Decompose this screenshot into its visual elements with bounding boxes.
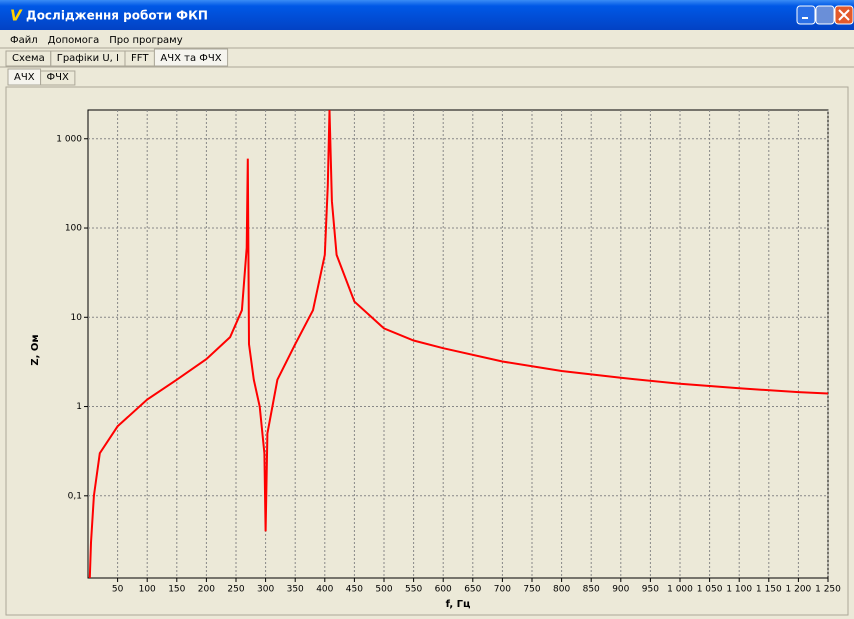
x-tick-label: 450 (346, 585, 363, 595)
maximize-button[interactable] (815, 5, 835, 25)
x-tick-label: 400 (316, 585, 333, 595)
y-tick-label: 10 (71, 313, 83, 323)
subtab-label[interactable]: ФЧХ (47, 72, 69, 83)
app-icon: V (10, 7, 23, 25)
tab-label[interactable]: FFT (131, 53, 149, 64)
menu-item[interactable]: Про програму (109, 35, 182, 46)
x-tick-label: 100 (139, 585, 156, 595)
minimize-icon (802, 17, 808, 19)
x-tick-label: 1 000 (667, 585, 693, 595)
subtab[interactable] (40, 70, 76, 86)
x-tick-label: 350 (287, 585, 304, 595)
tab-label[interactable]: АЧХ та ФЧХ (160, 53, 221, 64)
x-tick-label: 150 (168, 585, 185, 595)
menu-item[interactable]: Допомога (48, 35, 100, 46)
y-axis-label: Z, Ом (30, 334, 41, 365)
tab[interactable] (153, 48, 229, 67)
x-tick-label: 50 (112, 585, 124, 595)
y-tick-label: 1 000 (56, 134, 82, 144)
menu-item[interactable]: Файл (10, 35, 38, 46)
x-axis-label: f, Гц (446, 599, 471, 610)
x-tick-label: 200 (198, 585, 215, 595)
x-tick-label: 1 050 (697, 585, 723, 595)
y-tick-label: 100 (65, 224, 82, 234)
x-tick-label: 1 250 (815, 585, 841, 595)
window-title: Дослідження роботи ФКП (26, 9, 208, 23)
close-icon (838, 9, 850, 21)
x-tick-label: 250 (227, 585, 244, 595)
y-tick-label: 0,1 (68, 491, 82, 501)
title-bar (0, 0, 854, 30)
x-tick-label: 600 (435, 585, 452, 595)
x-tick-label: 800 (553, 585, 570, 595)
x-tick-label: 900 (612, 585, 629, 595)
x-tick-label: 950 (642, 585, 659, 595)
x-tick-label: 700 (494, 585, 511, 595)
plot-area (87, 109, 829, 579)
minimize-button[interactable] (796, 5, 816, 25)
x-tick-label: 650 (464, 585, 481, 595)
x-tick-label: 300 (257, 585, 274, 595)
x-tick-label: 500 (375, 585, 392, 595)
x-tick-label: 850 (583, 585, 600, 595)
x-tick-label: 1 150 (756, 585, 782, 595)
tab-label[interactable]: Графіки U, I (57, 52, 119, 64)
x-tick-label: 1 100 (726, 585, 752, 595)
x-tick-label: 550 (405, 585, 422, 595)
tab-label[interactable]: Схема (12, 53, 45, 64)
subtab-label[interactable]: АЧХ (14, 72, 35, 83)
y-tick-label: 1 (76, 402, 82, 412)
x-tick-label: 750 (523, 585, 540, 595)
impedance-curve (88, 109, 829, 579)
x-tick-label: 1 200 (786, 585, 812, 595)
